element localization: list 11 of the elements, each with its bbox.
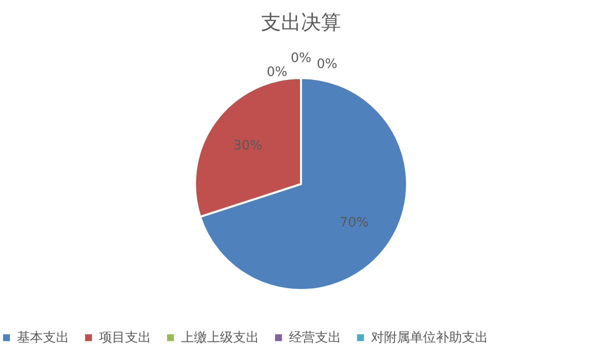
legend-label: 基本支出 [17, 330, 69, 346]
legend-label: 对附属单位补助支出 [371, 330, 488, 346]
legend-label: 上缴上级支出 [181, 330, 259, 346]
data-label: 30% [233, 138, 262, 154]
text: 0% [290, 51, 312, 66]
legend-label: 项目支出 [99, 330, 151, 346]
data-label: 70% [340, 216, 369, 231]
text: 0% [266, 65, 288, 80]
chart-title: 支出决算 [261, 10, 341, 34]
text: 0% [316, 57, 338, 72]
legend-label: 经营支出 [289, 330, 341, 346]
